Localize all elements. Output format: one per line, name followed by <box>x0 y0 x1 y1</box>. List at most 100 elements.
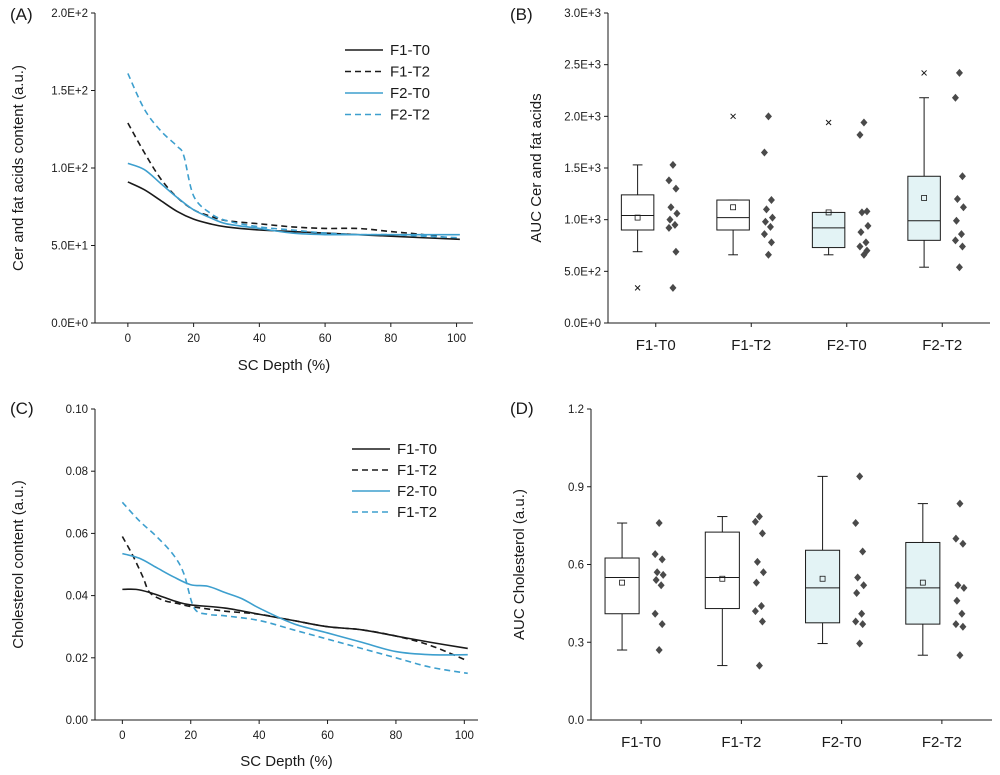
x-tick-label: 40 <box>253 333 266 345</box>
y-tick-label: 0.02 <box>66 653 88 665</box>
data-point <box>857 228 865 237</box>
legend-label: F1-T2 <box>390 64 430 81</box>
x-category-label: F2-T2 <box>922 337 962 354</box>
data-point <box>958 609 966 618</box>
x-axis-title: SC Depth (%) <box>238 357 331 374</box>
mean-marker <box>719 575 726 582</box>
series-line-f2-t2 <box>127 73 460 239</box>
mean-marker <box>921 195 928 201</box>
box <box>805 549 841 624</box>
data-point <box>659 570 667 579</box>
box <box>811 211 846 249</box>
data-point <box>757 601 765 610</box>
data-point <box>952 216 960 225</box>
y-tick-label: 1.5E+2 <box>51 86 88 98</box>
panel-1: (A) 0.0E+0 5.0E+1 1.0E+2 1.5E+2 2.0E+2 Cer and… <box>10 5 473 374</box>
y-tick-label: 2.5E+3 <box>564 60 601 72</box>
legend-label: F1-T2 <box>397 504 437 521</box>
data-point <box>863 207 871 216</box>
data-point <box>958 242 966 251</box>
data-point <box>655 519 663 528</box>
y-tick-label: 1.0E+3 <box>564 215 601 227</box>
data-point <box>952 620 960 629</box>
panel-2: (B) 0.0E+0 5.0E+2 1.0E+3 1.5E+3 2.0E+3 2.5E+3 3… <box>510 5 990 354</box>
data-point <box>655 646 663 655</box>
legend-label: F2-T2 <box>390 107 430 124</box>
x-category-label: F1-T2 <box>721 734 761 751</box>
data-point <box>755 512 763 521</box>
series-line-f1-t2 <box>121 536 469 662</box>
outlier-marker <box>730 113 736 120</box>
data-point <box>758 617 766 626</box>
data-point <box>652 576 660 585</box>
y-tick-label: 0.6 <box>568 560 584 572</box>
y-tick-label: 0.08 <box>66 466 88 478</box>
data-point <box>856 639 864 648</box>
data-point <box>766 222 774 231</box>
data-point <box>956 499 964 508</box>
data-point <box>856 242 864 251</box>
x-tick-label: 100 <box>447 333 466 345</box>
x-category-label: F2-T2 <box>922 734 962 751</box>
x-tick-label: 80 <box>390 730 403 742</box>
x-tick-label: 100 <box>455 730 474 742</box>
data-point <box>764 112 772 121</box>
y-tick-label: 5.0E+2 <box>564 266 601 278</box>
panel-label: (A) <box>10 5 33 24</box>
data-point <box>657 581 665 590</box>
data-point <box>653 568 661 577</box>
x-tick-label: 60 <box>321 730 334 742</box>
y-tick-label: 0.06 <box>66 528 88 540</box>
y-tick-label: 5.0E+1 <box>51 241 88 253</box>
data-point <box>761 217 769 226</box>
y-tick-label: 0.00 <box>66 715 88 727</box>
y-tick-label: 0.3 <box>568 637 584 649</box>
data-point <box>759 568 767 577</box>
x-category-label: F1-T2 <box>731 337 771 354</box>
legend-label: F2-T0 <box>397 483 437 500</box>
mean-marker <box>825 209 832 216</box>
series-line-f2-t0 <box>122 552 468 656</box>
x-tick-label: 20 <box>187 333 200 345</box>
y-tick-label: 1.5E+3 <box>564 163 601 175</box>
y-axis-title: AUC Cholesterol (a.u.) <box>511 489 528 640</box>
legend-label: F1-T0 <box>390 42 430 59</box>
y-tick-label: 0.0 <box>568 715 584 727</box>
data-point <box>959 622 967 631</box>
mean-marker <box>919 579 926 586</box>
y-tick-label: 0.10 <box>66 404 88 416</box>
panel-label: (C) <box>10 399 34 418</box>
data-point <box>762 205 770 214</box>
data-point <box>951 236 959 245</box>
x-tick-label: 20 <box>184 730 197 742</box>
data-point <box>665 176 673 185</box>
y-tick-label: 0.04 <box>66 591 89 603</box>
data-point <box>858 609 866 618</box>
data-point <box>864 221 872 230</box>
x-category-label: F1-T0 <box>636 337 676 354</box>
data-point <box>854 573 862 582</box>
x-tick-label: 40 <box>253 730 266 742</box>
y-axis-title: Cer and fat acids content (a.u.) <box>10 65 27 271</box>
x-axis-title: SC Depth (%) <box>240 753 333 770</box>
y-tick-label: 2.0E+3 <box>564 111 601 123</box>
data-point <box>764 250 772 259</box>
y-tick-label: 1.2 <box>568 404 584 416</box>
data-point <box>768 213 776 222</box>
data-point <box>767 238 775 247</box>
data-point <box>959 203 967 212</box>
y-tick-label: 1.0E+2 <box>51 163 88 175</box>
data-point <box>667 203 675 212</box>
data-point <box>860 581 868 590</box>
data-point <box>862 238 870 247</box>
series-line-f1-t2 <box>127 122 460 241</box>
x-category-label: F2-T0 <box>822 734 862 751</box>
data-point <box>758 529 766 538</box>
data-point <box>960 583 968 592</box>
data-point <box>951 93 959 102</box>
data-point <box>959 539 967 548</box>
mean-marker <box>634 214 641 221</box>
mean-marker <box>730 204 737 211</box>
box <box>620 194 655 231</box>
panel-label: (D) <box>510 399 534 418</box>
